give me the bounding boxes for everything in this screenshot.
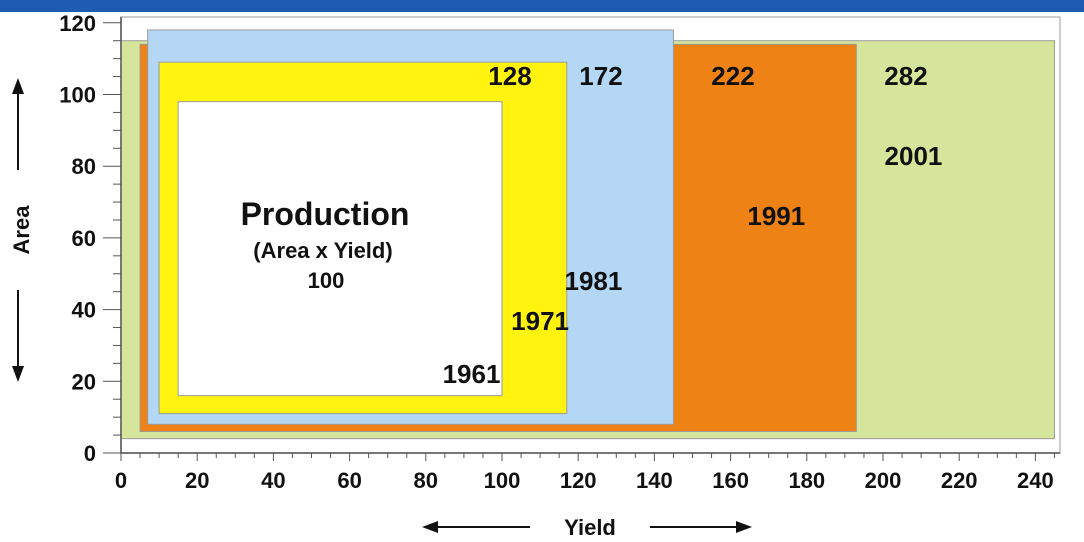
x-tick-label: 20 <box>185 468 209 493</box>
y-tick-label: 40 <box>72 298 96 323</box>
y-tick-label: 80 <box>72 154 96 179</box>
production-base-value: 100 <box>308 268 345 293</box>
year-label-1971: 1971 <box>511 306 569 336</box>
area-rect-1961 <box>177 101 503 397</box>
x-tick-label: 220 <box>941 468 978 493</box>
index-label-1981: 172 <box>579 61 622 91</box>
x-axis-title: Yield <box>564 515 616 540</box>
x-left-arrow <box>422 521 530 533</box>
index-label-1991: 222 <box>711 61 754 91</box>
top-banner <box>0 0 1084 12</box>
x-tick-label: 200 <box>865 468 902 493</box>
x-tick-label: 140 <box>636 468 673 493</box>
x-right-arrow <box>650 521 752 533</box>
y-tick-label: 0 <box>84 441 96 466</box>
y-tick-label: 60 <box>72 226 96 251</box>
production-subtitle: (Area x Yield) <box>253 238 392 263</box>
y-up-arrow <box>12 78 24 170</box>
year-label-1981: 1981 <box>565 266 623 296</box>
index-label-1971: 128 <box>488 61 531 91</box>
y-tick-label: 20 <box>72 369 96 394</box>
production-title: Production <box>241 196 410 232</box>
x-tick-label: 80 <box>414 468 438 493</box>
year-label-2001: 2001 <box>885 141 943 171</box>
y-down-arrow <box>12 290 24 382</box>
y-tick-label: 100 <box>59 83 96 108</box>
x-tick-label: 0 <box>115 468 127 493</box>
y-tick-label: 120 <box>59 11 96 36</box>
x-tick-label: 100 <box>484 468 521 493</box>
x-tick-label: 40 <box>261 468 285 493</box>
year-label-1991: 1991 <box>747 201 805 231</box>
x-tick-label: 180 <box>788 468 825 493</box>
x-tick-label: 120 <box>560 468 597 493</box>
x-tick-label: 240 <box>1017 468 1054 493</box>
x-tick-label: 160 <box>712 468 749 493</box>
y-axis-title: Area <box>9 205 34 255</box>
year-label-1961: 1961 <box>443 359 501 389</box>
index-label-2001: 282 <box>884 61 927 91</box>
x-tick-label: 60 <box>337 468 361 493</box>
